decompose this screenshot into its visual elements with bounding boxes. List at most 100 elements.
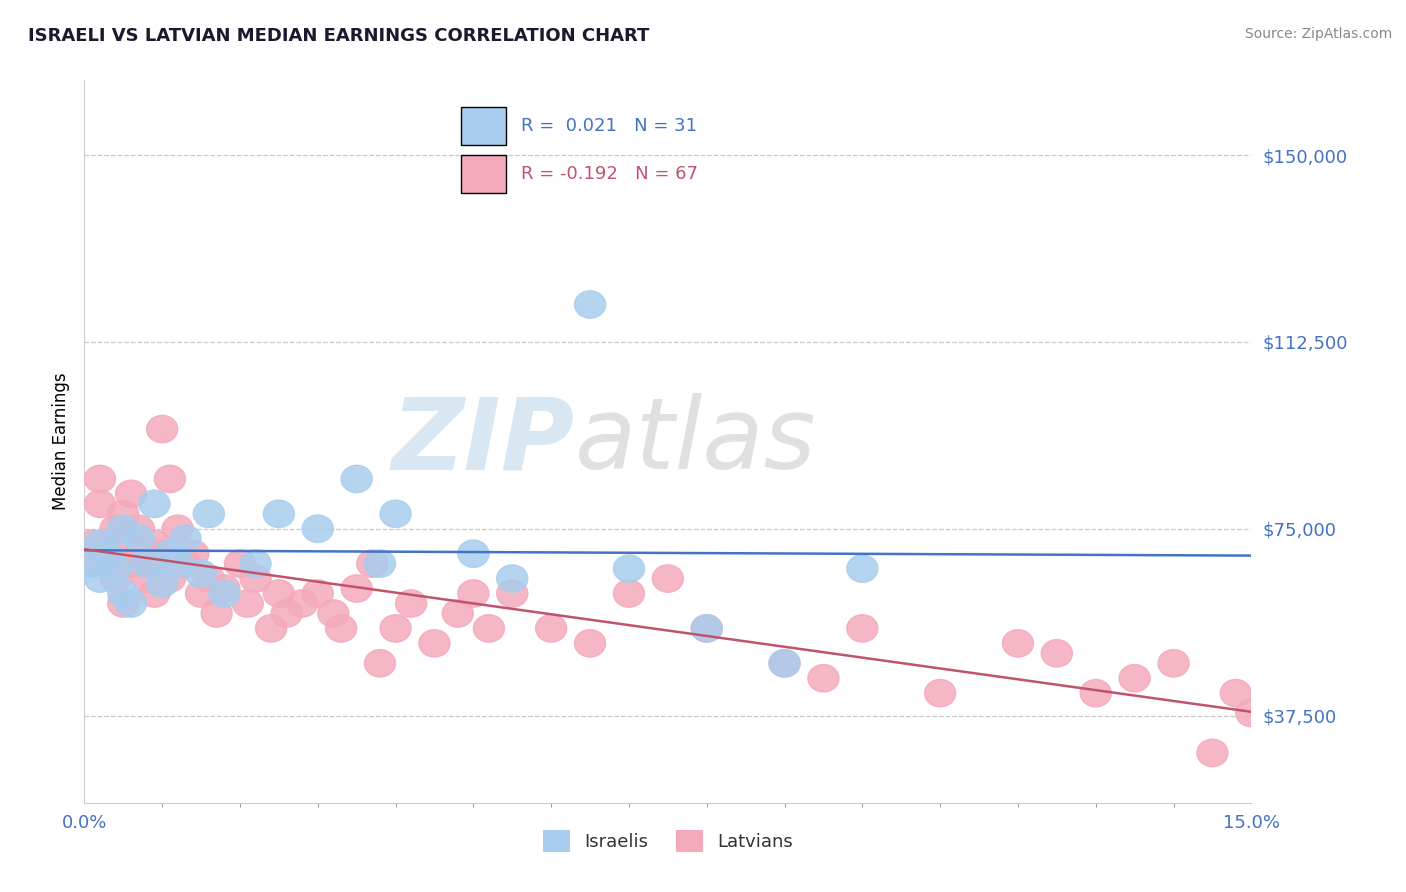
Ellipse shape [93, 540, 124, 567]
Ellipse shape [209, 574, 240, 602]
Ellipse shape [84, 530, 115, 558]
Ellipse shape [139, 580, 170, 607]
Ellipse shape [613, 580, 644, 607]
Ellipse shape [146, 540, 177, 567]
Ellipse shape [131, 549, 162, 577]
Ellipse shape [240, 565, 271, 592]
Ellipse shape [357, 549, 388, 577]
Ellipse shape [76, 549, 108, 577]
Ellipse shape [170, 525, 201, 552]
Ellipse shape [155, 565, 186, 592]
Ellipse shape [76, 530, 108, 558]
Ellipse shape [342, 574, 373, 602]
Ellipse shape [108, 525, 139, 552]
Ellipse shape [100, 515, 131, 542]
Ellipse shape [1080, 680, 1111, 706]
Ellipse shape [613, 555, 644, 582]
Ellipse shape [131, 549, 162, 577]
Ellipse shape [115, 549, 146, 577]
Ellipse shape [380, 615, 411, 642]
Ellipse shape [846, 615, 877, 642]
Text: ISRAELI VS LATVIAN MEDIAN EARNINGS CORRELATION CHART: ISRAELI VS LATVIAN MEDIAN EARNINGS CORRE… [28, 27, 650, 45]
Ellipse shape [139, 490, 170, 517]
Ellipse shape [186, 580, 217, 607]
Ellipse shape [139, 530, 170, 558]
Text: ZIP: ZIP [391, 393, 575, 490]
Ellipse shape [209, 580, 240, 607]
Ellipse shape [146, 416, 177, 442]
Ellipse shape [177, 540, 209, 567]
Ellipse shape [186, 560, 217, 587]
Ellipse shape [84, 490, 115, 517]
Ellipse shape [108, 515, 139, 542]
Ellipse shape [124, 525, 155, 552]
Ellipse shape [1119, 665, 1150, 692]
Ellipse shape [146, 570, 177, 598]
Ellipse shape [318, 599, 349, 627]
Ellipse shape [155, 466, 186, 492]
Ellipse shape [302, 580, 333, 607]
Ellipse shape [232, 590, 263, 617]
Ellipse shape [1159, 649, 1189, 677]
Ellipse shape [162, 515, 193, 542]
Ellipse shape [1042, 640, 1073, 667]
Ellipse shape [692, 615, 723, 642]
Ellipse shape [808, 665, 839, 692]
Ellipse shape [769, 649, 800, 677]
Ellipse shape [115, 590, 146, 617]
Ellipse shape [155, 540, 186, 567]
Ellipse shape [76, 549, 108, 577]
Ellipse shape [575, 630, 606, 657]
Ellipse shape [326, 615, 357, 642]
Ellipse shape [419, 630, 450, 657]
Ellipse shape [692, 615, 723, 642]
Ellipse shape [364, 649, 395, 677]
Ellipse shape [846, 555, 877, 582]
Ellipse shape [263, 580, 294, 607]
Ellipse shape [443, 599, 474, 627]
Ellipse shape [124, 540, 155, 567]
Ellipse shape [100, 555, 131, 582]
Ellipse shape [458, 540, 489, 567]
Ellipse shape [201, 599, 232, 627]
Ellipse shape [240, 549, 271, 577]
Ellipse shape [652, 565, 683, 592]
Ellipse shape [170, 549, 201, 577]
Y-axis label: Median Earnings: Median Earnings [52, 373, 70, 510]
Ellipse shape [84, 565, 115, 592]
Ellipse shape [925, 680, 956, 706]
Ellipse shape [193, 565, 225, 592]
Text: Source: ZipAtlas.com: Source: ZipAtlas.com [1244, 27, 1392, 41]
Ellipse shape [769, 649, 800, 677]
Ellipse shape [131, 565, 162, 592]
Legend: Israelis, Latvians: Israelis, Latvians [536, 822, 800, 859]
Ellipse shape [536, 615, 567, 642]
Ellipse shape [1197, 739, 1227, 767]
Ellipse shape [256, 615, 287, 642]
Ellipse shape [162, 549, 193, 577]
Ellipse shape [287, 590, 318, 617]
Ellipse shape [380, 500, 411, 527]
Ellipse shape [474, 615, 505, 642]
Ellipse shape [100, 565, 131, 592]
Ellipse shape [302, 515, 333, 542]
Ellipse shape [263, 500, 294, 527]
Ellipse shape [193, 500, 225, 527]
Ellipse shape [1002, 630, 1033, 657]
Ellipse shape [108, 500, 139, 527]
Ellipse shape [93, 549, 124, 577]
Ellipse shape [496, 580, 527, 607]
Ellipse shape [225, 549, 256, 577]
Ellipse shape [496, 565, 527, 592]
Ellipse shape [575, 291, 606, 318]
Ellipse shape [364, 549, 395, 577]
Ellipse shape [271, 599, 302, 627]
Ellipse shape [108, 580, 139, 607]
Ellipse shape [108, 590, 139, 617]
Ellipse shape [1220, 680, 1251, 706]
Ellipse shape [1236, 699, 1267, 727]
Ellipse shape [395, 590, 426, 617]
Text: atlas: atlas [575, 393, 815, 490]
Ellipse shape [115, 480, 146, 508]
Ellipse shape [342, 466, 373, 492]
